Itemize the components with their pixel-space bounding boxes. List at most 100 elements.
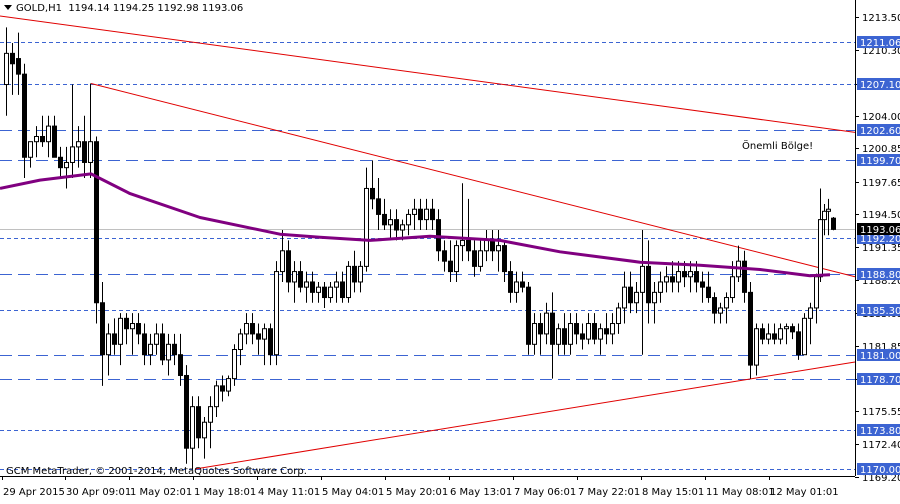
candle-body-bear xyxy=(580,333,585,340)
candle xyxy=(154,323,159,355)
candle xyxy=(526,281,531,355)
candle xyxy=(562,313,567,355)
candle xyxy=(532,313,537,355)
candle xyxy=(346,261,351,303)
candle xyxy=(670,261,675,293)
current-price-box xyxy=(857,223,900,235)
candle-body-bear xyxy=(706,286,711,299)
candle-body-bull xyxy=(634,291,639,304)
candle-body-bull xyxy=(478,250,483,267)
candle xyxy=(226,375,231,397)
candle xyxy=(496,230,501,272)
candle-body-bull xyxy=(274,271,279,356)
candle xyxy=(622,271,627,324)
candle-body-bear xyxy=(256,333,261,340)
level-label: 1185.30 xyxy=(860,306,900,317)
level-label-box xyxy=(857,373,900,385)
dropdown-triangle-icon[interactable] xyxy=(4,5,12,10)
time-tick-label: 29 Apr 2015 xyxy=(3,487,65,498)
level-label: 1207.10 xyxy=(860,80,900,91)
candle-body-bear xyxy=(538,323,543,335)
candle xyxy=(58,146,63,179)
ohlc-values: 1194.14 1194.25 1192.98 1193.06 xyxy=(68,3,244,14)
candle xyxy=(352,250,357,293)
candle-body-bull xyxy=(778,328,783,340)
candle-body-bear xyxy=(508,271,513,293)
candle xyxy=(364,167,369,272)
candle xyxy=(70,84,75,179)
candle-body-bull xyxy=(328,286,333,299)
candle xyxy=(328,281,333,303)
candle-body-bear xyxy=(700,281,705,288)
candle xyxy=(406,209,411,236)
moving-average xyxy=(0,172,831,278)
candle-body-bear xyxy=(196,406,201,439)
trendline-upper-resistance[interactable] xyxy=(0,15,856,133)
candle xyxy=(382,198,387,231)
candle xyxy=(106,323,111,376)
moving-average-line[interactable] xyxy=(0,172,831,278)
candle xyxy=(802,313,807,356)
candle xyxy=(424,198,429,231)
candle-body-bear xyxy=(82,141,87,163)
candle-body-bull xyxy=(106,333,111,356)
candle-body-bull xyxy=(556,328,561,345)
candle-body-bear xyxy=(40,135,45,143)
level-label-box xyxy=(857,78,900,90)
candle xyxy=(628,271,633,314)
candle-body-bull xyxy=(676,271,681,283)
candle-body-bull xyxy=(346,265,351,299)
candle xyxy=(34,126,39,158)
candle xyxy=(220,375,225,402)
price-axis: 1213.50 1210.30 1207.10 1204.00 1200.85 1197.… xyxy=(855,13,900,484)
candle-body-bear xyxy=(646,265,651,304)
candle xyxy=(460,183,465,262)
candle xyxy=(244,313,249,345)
candle xyxy=(46,115,51,158)
candle-body-bull xyxy=(718,307,723,314)
candle xyxy=(454,240,459,282)
candle xyxy=(166,333,171,376)
candle-body-bull xyxy=(664,276,669,283)
candle-body-bear xyxy=(184,374,189,449)
candle-body-bull xyxy=(568,323,573,345)
candle-body-bear xyxy=(286,250,291,283)
candle xyxy=(676,261,681,293)
candle-body-bull xyxy=(34,135,39,143)
candle-body-bear xyxy=(628,286,633,304)
candle-body-bull xyxy=(226,378,231,392)
price-tick-label: 1172.40 xyxy=(862,440,900,451)
candle-body-bear xyxy=(796,331,801,356)
candle xyxy=(262,323,267,366)
candle xyxy=(394,209,399,241)
level-label: 1170.00 xyxy=(860,465,900,476)
level-label: 1202.60 xyxy=(860,126,900,137)
trendline-mid-resistance[interactable] xyxy=(90,83,856,278)
level-label-box xyxy=(857,349,900,361)
time-axis: 29 Apr 2015 30 Apr 09:011 May 02:01 1 May … xyxy=(2,476,839,498)
symbol-label: GOLD,H1 xyxy=(16,3,62,14)
candle xyxy=(16,32,21,95)
trendline-lower-support[interactable] xyxy=(194,361,856,470)
candle xyxy=(100,281,105,386)
candle xyxy=(112,318,117,355)
price-tick-label: 1197.65 xyxy=(862,178,900,189)
candle-body-bull xyxy=(148,343,153,356)
candle-body-bull xyxy=(46,125,51,143)
candle-body-bear xyxy=(52,125,57,158)
candle xyxy=(826,198,831,236)
candle xyxy=(40,115,45,147)
candle-body-bear xyxy=(340,281,345,299)
candle xyxy=(160,323,165,366)
candle xyxy=(508,261,513,303)
candle-body-bear xyxy=(526,286,531,345)
candle xyxy=(82,115,87,179)
level-label-box xyxy=(857,304,900,316)
candle-body-bull xyxy=(616,307,621,325)
candle xyxy=(822,204,827,236)
candle xyxy=(598,323,603,355)
candle-body-bull xyxy=(334,281,339,288)
price-tick-label: 1200.85 xyxy=(862,144,900,155)
